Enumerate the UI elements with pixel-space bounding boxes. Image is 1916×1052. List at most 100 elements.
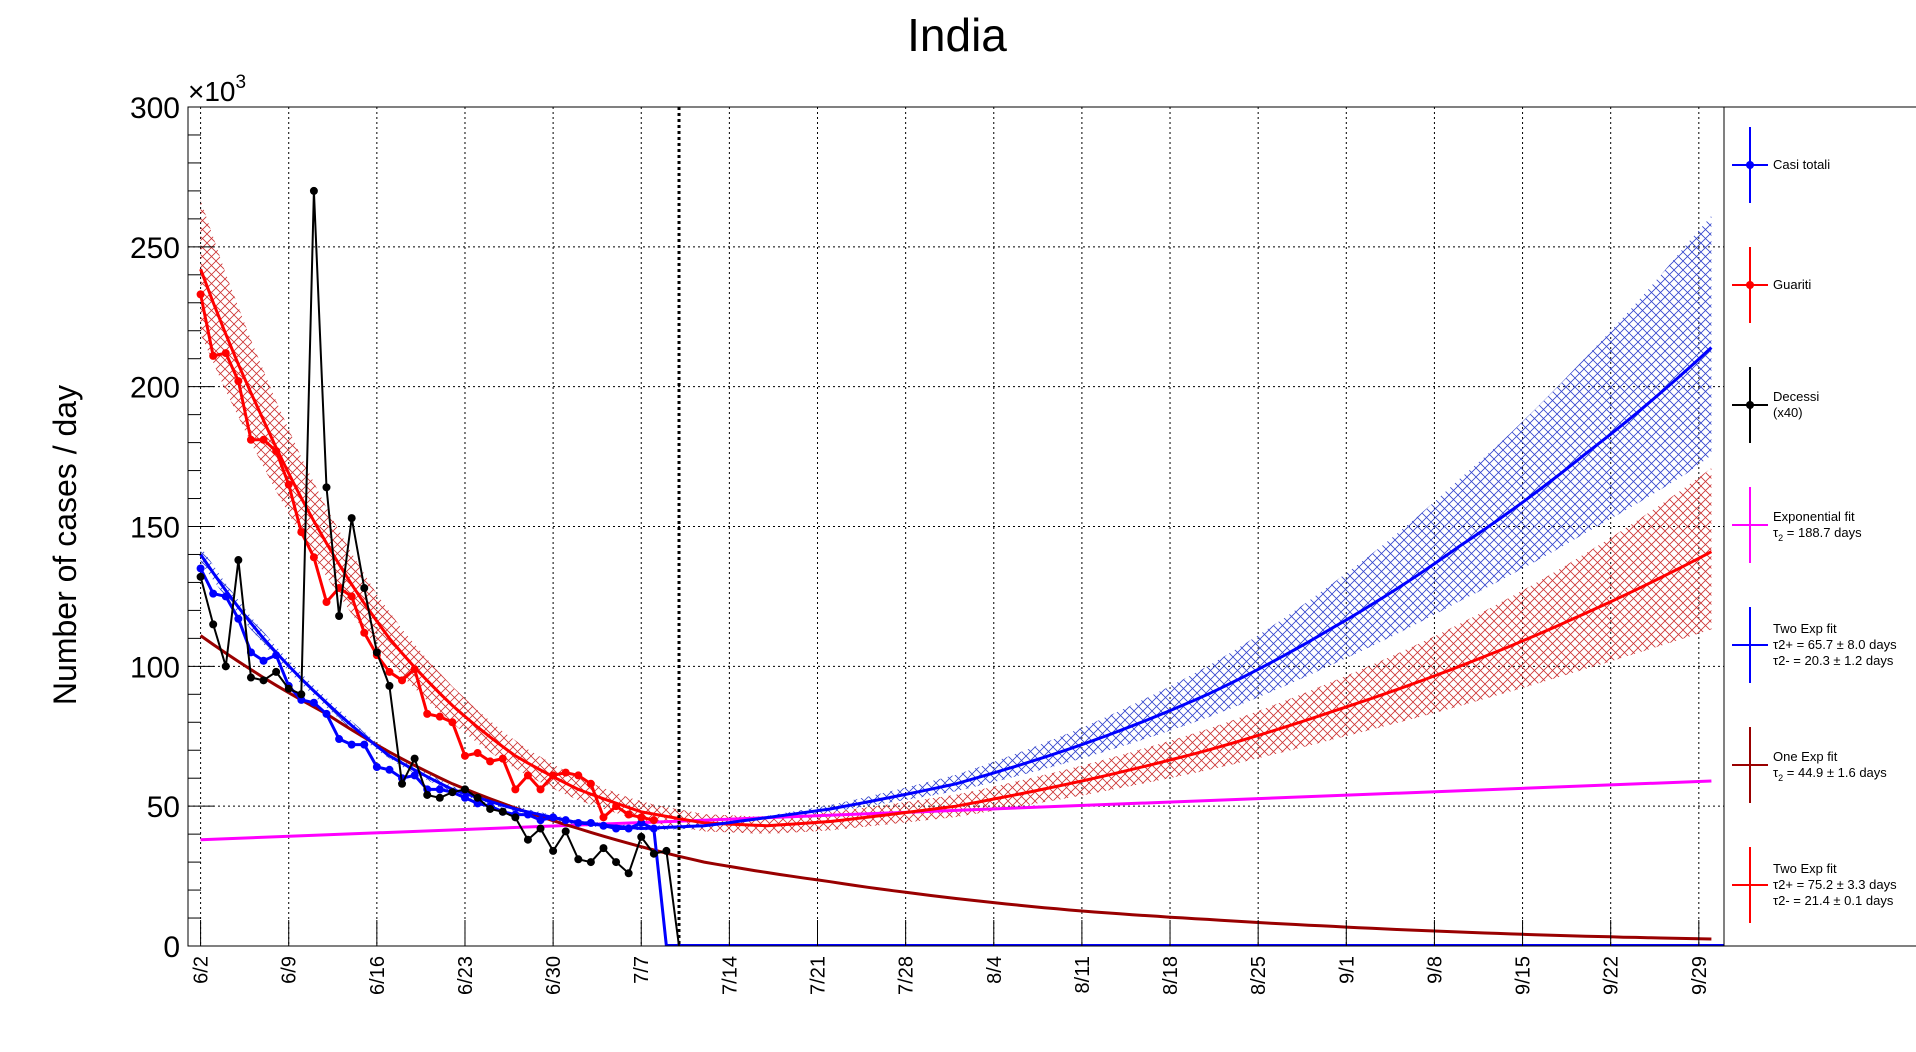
guariti-point <box>423 709 432 718</box>
decessi-point <box>448 788 457 797</box>
guariti-point <box>460 751 469 760</box>
decessi-point <box>624 869 633 878</box>
decessi-point <box>360 584 369 593</box>
decessi-point <box>385 681 394 690</box>
y-tick-label: 300 <box>130 92 180 125</box>
x-tick-label: 7/14 <box>719 956 741 995</box>
decessi-point <box>423 790 432 799</box>
guariti-point <box>561 768 570 777</box>
decessi-point <box>561 827 570 836</box>
guariti-point <box>511 785 520 794</box>
guariti-point <box>398 676 407 685</box>
guariti-point <box>385 667 394 676</box>
guariti-point <box>309 553 318 562</box>
casi-point <box>624 824 633 833</box>
guariti-point <box>549 771 558 780</box>
guariti-point <box>209 351 218 360</box>
casi-point <box>574 818 583 827</box>
x-tick-label: 9/8 <box>1424 956 1446 984</box>
decessi-point <box>221 662 230 671</box>
decessi-point <box>398 779 407 788</box>
guariti-point <box>360 628 369 637</box>
decessi-point <box>322 483 331 492</box>
x-tick-label: 8/11 <box>1072 956 1094 993</box>
decessi-point <box>209 620 218 629</box>
decessi-point <box>372 648 381 657</box>
decessi-point <box>234 556 243 565</box>
guariti-point <box>347 592 356 601</box>
casi-point <box>536 816 545 825</box>
legend-param-value: = 188.7 days <box>1783 525 1862 540</box>
casi-point <box>460 793 469 802</box>
decessi-point <box>309 186 318 195</box>
decessi-point <box>637 832 646 841</box>
guariti-point <box>448 718 457 727</box>
casi-point <box>599 821 608 830</box>
casi-point <box>372 763 381 772</box>
x-tick-label: 6/30 <box>543 956 565 995</box>
chart-title: India <box>907 9 1007 61</box>
casi-point <box>234 614 243 623</box>
casi-point <box>523 810 532 819</box>
casi-point <box>649 824 658 833</box>
y-tick-label: 150 <box>130 512 180 545</box>
legend-label: Decessi <box>1773 389 1819 404</box>
guariti-point <box>523 771 532 780</box>
y-tick-label: 250 <box>130 232 180 265</box>
casi-point <box>473 799 482 808</box>
guariti-point <box>624 810 633 819</box>
legend-label: τ2+ = 75.2 ± 3.3 days <box>1773 877 1897 892</box>
blue-confidence-band <box>200 215 1712 831</box>
y-tick-label: 50 <box>147 791 180 824</box>
decessi-point <box>246 673 255 682</box>
axes: 0 50 100 150 200 250 300 6/2 6/9 6/16 6/23 6/30 7/7 7… <box>130 92 1725 995</box>
guariti-point <box>234 377 243 386</box>
x-tick-label: 6/2 <box>191 956 213 984</box>
legend-label: Two Exp fit <box>1773 621 1837 636</box>
x-tick-label: 9/29 <box>1689 956 1711 995</box>
casi-point <box>385 765 394 774</box>
legend-label: Casi totali <box>1773 157 1830 172</box>
legend-param: τ2 = 44.9 ± 1.6 days <box>1773 765 1887 783</box>
casi-point <box>586 818 595 827</box>
decessi-series-line <box>199 190 680 947</box>
guariti-point <box>599 813 608 822</box>
guariti-series-line <box>199 294 655 822</box>
casi-point <box>410 771 419 780</box>
guariti-point <box>649 816 658 825</box>
decessi-point <box>574 855 583 864</box>
legend-label: Two Exp fit <box>1773 861 1837 876</box>
legend-marker-point <box>1746 401 1754 409</box>
guariti-point <box>473 749 482 758</box>
confidence-bands <box>200 200 1712 834</box>
x-tick-label: 8/18 <box>1160 956 1182 995</box>
casi-point <box>297 695 306 704</box>
guariti-point <box>574 771 583 780</box>
x-tick-label: 9/1 <box>1336 956 1358 984</box>
decessi-point <box>549 846 558 855</box>
casi-series-line <box>199 567 668 947</box>
x-tick-label: 6/23 <box>455 956 477 995</box>
decessi-point <box>460 785 469 794</box>
decessi-point <box>612 858 621 867</box>
data-series <box>196 186 680 947</box>
x-tick-label: 9/22 <box>1601 956 1623 995</box>
guariti-point <box>486 757 495 766</box>
legend: Casi totali Guariti Decessi(x40) Exponentia… <box>1724 106 1916 947</box>
guariti-point <box>498 754 507 763</box>
x-tick-label: 8/4 <box>984 956 1006 984</box>
guariti-point <box>259 435 268 444</box>
casi-point <box>612 824 621 833</box>
legend-label: τ2- = 20.3 ± 1.2 days <box>1773 653 1894 668</box>
decessi-point <box>347 514 356 523</box>
decessi-point <box>284 684 293 693</box>
guariti-point <box>246 435 255 444</box>
legend-label: Guariti <box>1773 277 1811 292</box>
legend-marker-point <box>1746 281 1754 289</box>
decessi-point <box>435 793 444 802</box>
guariti-point <box>435 712 444 721</box>
legend-label: (x40) <box>1773 405 1803 420</box>
casi-point <box>322 709 331 718</box>
decessi-point <box>272 667 281 676</box>
